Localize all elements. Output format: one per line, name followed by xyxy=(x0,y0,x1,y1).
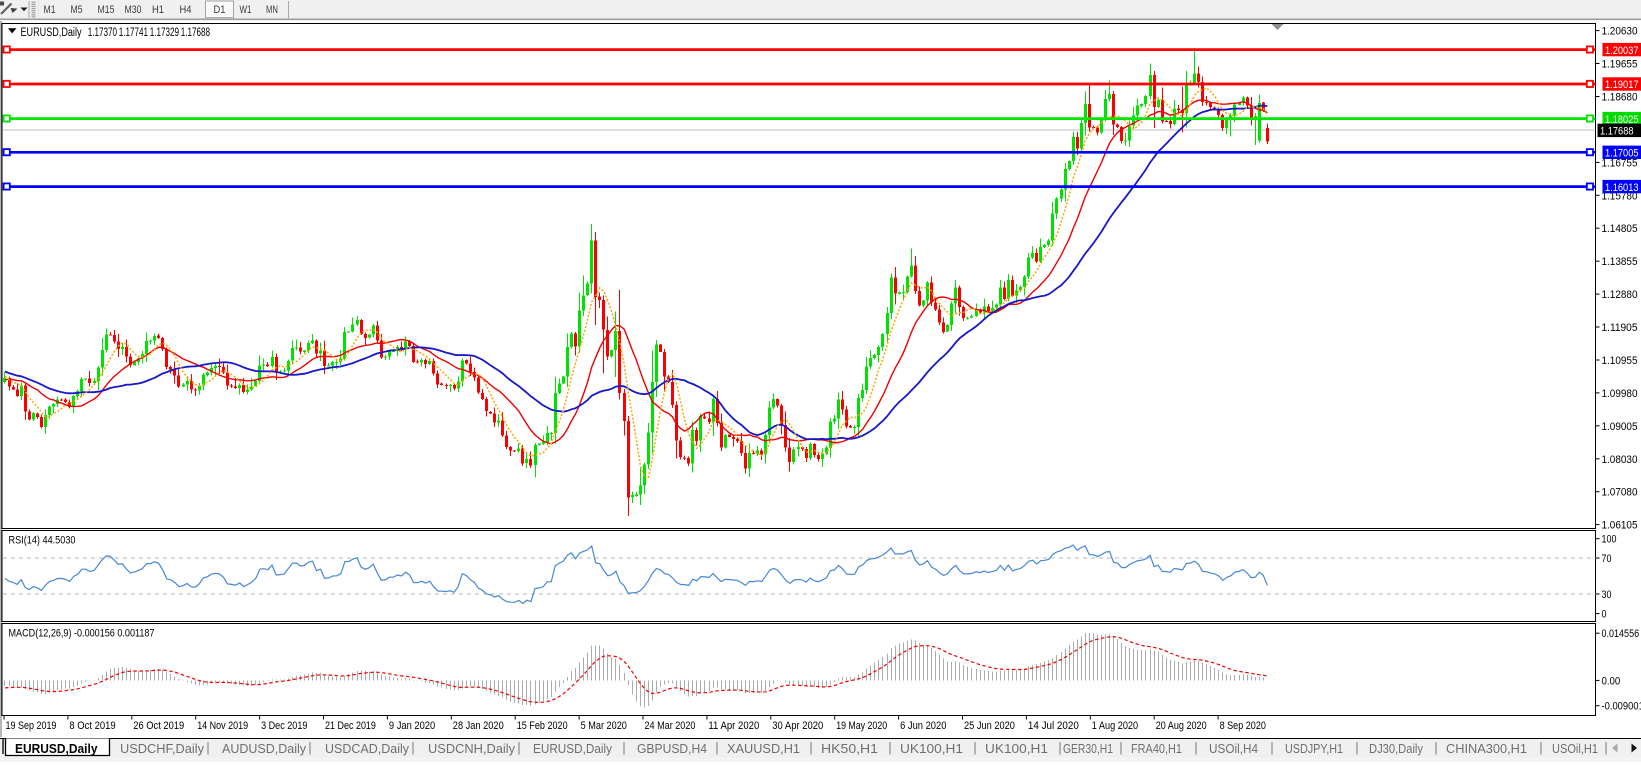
svg-text:M30: M30 xyxy=(125,4,142,16)
svg-text:GER30,H1: GER30,H1 xyxy=(1063,742,1113,756)
svg-text:1 Aug 2020: 1 Aug 2020 xyxy=(1092,720,1138,732)
svg-text:RSI(14) 44.5030: RSI(14) 44.5030 xyxy=(9,535,76,547)
svg-text:3 Dec 2019: 3 Dec 2019 xyxy=(261,720,307,732)
svg-text:-0.009001: -0.009001 xyxy=(1602,701,1641,713)
svg-text:AUDUSD,Daily: AUDUSD,Daily xyxy=(222,742,307,756)
svg-text:1.14805: 1.14805 xyxy=(1602,223,1638,235)
svg-text:MN: MN xyxy=(266,4,278,16)
svg-text:D1: D1 xyxy=(214,4,226,16)
svg-text:21 Dec 2019: 21 Dec 2019 xyxy=(325,720,376,732)
svg-text:USDCHF,Daily: USDCHF,Daily xyxy=(120,742,205,756)
svg-text:8 Sep 2020: 8 Sep 2020 xyxy=(1220,720,1266,732)
svg-text:XAUUSD,H1: XAUUSD,H1 xyxy=(727,742,800,756)
svg-text:W1: W1 xyxy=(240,4,252,16)
svg-text:6 Jun 2020: 6 Jun 2020 xyxy=(900,720,946,732)
svg-text:M1: M1 xyxy=(44,4,56,16)
svg-text:1.06105: 1.06105 xyxy=(1602,520,1638,532)
svg-text:EURUSD,Daily: EURUSD,Daily xyxy=(21,27,82,39)
svg-text:26 Oct 2019: 26 Oct 2019 xyxy=(133,720,184,732)
svg-text:USDJPY,H1: USDJPY,H1 xyxy=(1285,742,1343,756)
svg-text:1.11905: 1.11905 xyxy=(1602,322,1638,334)
svg-text:14 Nov 2019: 14 Nov 2019 xyxy=(197,720,248,732)
svg-text:0: 0 xyxy=(1602,609,1607,621)
svg-text:5 Mar 2020: 5 Mar 2020 xyxy=(581,720,627,732)
svg-text:28 Jan 2020: 28 Jan 2020 xyxy=(453,720,504,732)
svg-text:1.17329: 1.17329 xyxy=(150,27,179,39)
svg-text:11 Apr 2020: 11 Apr 2020 xyxy=(708,720,759,732)
svg-text:1.17688: 1.17688 xyxy=(181,27,210,39)
svg-text:24 Mar 2020: 24 Mar 2020 xyxy=(645,720,696,732)
svg-text:USDCNH,Daily: USDCNH,Daily xyxy=(428,742,516,756)
svg-text:1.16013: 1.16013 xyxy=(1605,182,1639,194)
svg-text:8 Oct 2019: 8 Oct 2019 xyxy=(69,720,115,732)
svg-text:CHINA300,H1: CHINA300,H1 xyxy=(1446,742,1527,756)
svg-text:USOil,H4: USOil,H4 xyxy=(1209,742,1258,756)
svg-text:30 Apr 2020: 30 Apr 2020 xyxy=(772,720,823,732)
svg-text:GBPUSD,H4: GBPUSD,H4 xyxy=(637,742,707,756)
svg-text:19 Sep 2019: 19 Sep 2019 xyxy=(6,720,57,732)
svg-text:15 Feb 2020: 15 Feb 2020 xyxy=(517,720,568,732)
svg-text:1.08030: 1.08030 xyxy=(1602,454,1638,466)
svg-text:MACD(12,26,9) -0.000156 0.0011: MACD(12,26,9) -0.000156 0.001187 xyxy=(9,628,155,640)
svg-text:1.12880: 1.12880 xyxy=(1602,289,1638,301)
svg-text:1.17688: 1.17688 xyxy=(1600,126,1634,138)
svg-text:H1: H1 xyxy=(152,4,164,16)
svg-text:USOil,H1: USOil,H1 xyxy=(1552,742,1598,756)
svg-text:FRA40,H1: FRA40,H1 xyxy=(1131,742,1182,756)
svg-text:UK100,H1: UK100,H1 xyxy=(985,742,1048,756)
svg-text:UK100,H1: UK100,H1 xyxy=(900,742,963,756)
svg-text:M5: M5 xyxy=(71,4,83,16)
svg-text:1.20630: 1.20630 xyxy=(1602,26,1638,38)
svg-text:20 Aug 2020: 20 Aug 2020 xyxy=(1156,720,1207,732)
svg-text:HK50,H1: HK50,H1 xyxy=(821,742,878,756)
svg-text:0.00: 0.00 xyxy=(1602,675,1621,687)
svg-text:1.17741: 1.17741 xyxy=(119,27,148,39)
svg-text:0.014556: 0.014556 xyxy=(1602,628,1640,640)
svg-text:1.19017: 1.19017 xyxy=(1605,79,1639,91)
svg-text:1.20037: 1.20037 xyxy=(1605,45,1639,57)
svg-text:DJ30,Daily: DJ30,Daily xyxy=(1369,742,1424,756)
svg-text:14 Jul 2020: 14 Jul 2020 xyxy=(1028,720,1079,732)
svg-text:1.09980: 1.09980 xyxy=(1602,388,1638,400)
svg-text:H4: H4 xyxy=(180,4,192,16)
svg-text:30: 30 xyxy=(1602,589,1612,601)
svg-text:1.09005: 1.09005 xyxy=(1602,421,1638,433)
svg-text:1.10955: 1.10955 xyxy=(1602,355,1638,367)
svg-text:M15: M15 xyxy=(98,4,115,16)
svg-text:1.07080: 1.07080 xyxy=(1602,487,1638,499)
svg-text:25 Jun 2020: 25 Jun 2020 xyxy=(964,720,1015,732)
svg-text:1.18680: 1.18680 xyxy=(1602,92,1638,104)
svg-text:1.13855: 1.13855 xyxy=(1602,256,1638,268)
svg-text:9 Jan 2020: 9 Jan 2020 xyxy=(389,720,435,732)
svg-text:70: 70 xyxy=(1602,553,1612,565)
svg-text:100: 100 xyxy=(1602,534,1617,546)
svg-text:1.19655: 1.19655 xyxy=(1602,59,1638,71)
svg-text:19 May 2020: 19 May 2020 xyxy=(836,720,887,732)
svg-text:1.17005: 1.17005 xyxy=(1605,148,1639,160)
svg-text:USDCAD,Daily: USDCAD,Daily xyxy=(325,742,410,756)
svg-text:1.17370: 1.17370 xyxy=(88,27,117,39)
svg-text:EURUSD,Daily: EURUSD,Daily xyxy=(15,742,98,756)
svg-text:EURUSD,Daily: EURUSD,Daily xyxy=(533,742,613,756)
